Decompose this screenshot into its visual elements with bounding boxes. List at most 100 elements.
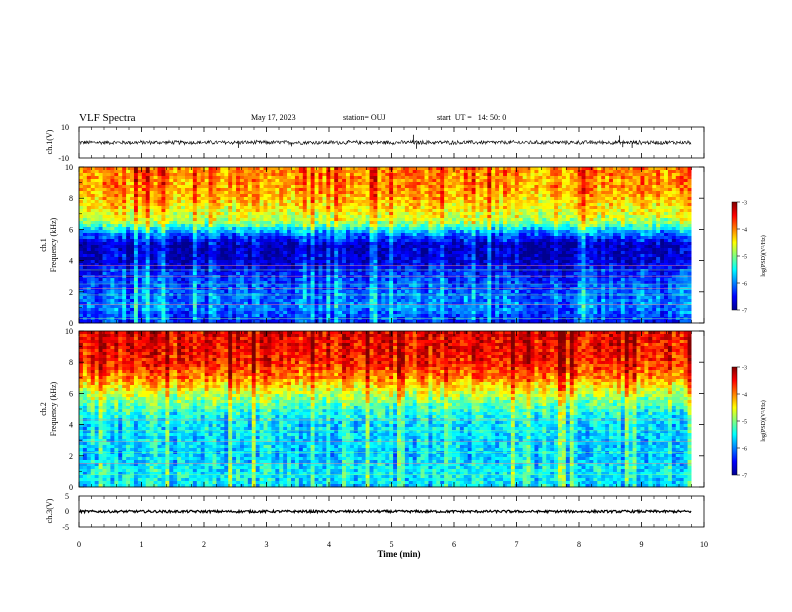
ch1-spec-cell	[652, 191, 657, 195]
ch1-spec-cell	[133, 221, 139, 225]
ch1-spec-cell	[404, 203, 410, 207]
ch1-spec-cell	[298, 209, 304, 213]
ch1-spec-cell	[534, 170, 539, 174]
ch1-spec-cell	[448, 185, 453, 189]
ch1-spec-cell	[565, 194, 571, 198]
ch1-spec-cell	[432, 179, 437, 183]
ch1-spec-cell	[385, 203, 390, 207]
ch1-spec-cell	[173, 182, 178, 186]
ch1-spec-cell	[326, 191, 331, 195]
ch1-spec-cell	[648, 170, 653, 174]
ch1-spec-cell	[565, 212, 571, 216]
ch1-spec-cell	[479, 176, 484, 180]
ch1-spec-cell	[459, 200, 465, 204]
ch1-spec-cell	[106, 239, 111, 243]
ch1-spec-cell	[220, 215, 225, 219]
ch1-spec-cell	[122, 233, 127, 237]
ch1-spec-cell	[471, 203, 476, 207]
ch1-spec-cell	[683, 251, 688, 255]
ch1-spec-cell	[558, 239, 563, 243]
ch1-spec-cell	[656, 188, 661, 192]
ch1-spec-cell	[412, 191, 417, 195]
ch1-spec-cell	[361, 206, 366, 210]
ch1-spec-cell	[302, 179, 308, 183]
ch1-spec-cell	[338, 215, 343, 219]
ch1-spec-cell	[255, 224, 260, 228]
ch1-spec-cell	[334, 209, 339, 213]
ch1-spec-cell	[141, 224, 147, 228]
ch1-spec-cell	[349, 182, 355, 186]
ch1-spec-cell	[424, 176, 429, 180]
ch1-spec-cell	[302, 224, 308, 228]
ch1-spec-cell	[314, 224, 319, 228]
ch1-spec-cell	[424, 227, 429, 231]
ch1-spec-cell	[181, 197, 186, 201]
ch1-spec-cell	[597, 179, 602, 183]
ch1-spec-cell	[251, 179, 256, 183]
ch1-spec-cell	[640, 209, 645, 213]
ch1-spec-cell	[177, 221, 182, 225]
ch1-spec-cell	[514, 218, 520, 222]
ch1-spec-cell	[365, 254, 370, 258]
ch1-spec-cell	[196, 221, 202, 225]
ch1-spec-cell	[408, 197, 414, 201]
ch1-spec-cell	[487, 254, 492, 258]
ch1-spec-cell	[145, 203, 150, 207]
ch1-spec-cell	[224, 242, 229, 246]
ch1-spec-cell	[271, 167, 276, 171]
ch1-spec-cell	[589, 248, 594, 252]
ch1-spec-cell	[137, 194, 143, 198]
ch1-spec-cell	[687, 242, 692, 246]
ch1-spec-cell	[98, 233, 103, 237]
ch1-spec-cell	[224, 251, 229, 255]
ch1-spec-cell	[267, 224, 272, 228]
ch1-spec-cell	[345, 167, 351, 171]
ch1-spec-cell	[165, 212, 170, 216]
ch1-spec-cell	[589, 224, 594, 228]
ch1-spec-cell	[161, 194, 166, 198]
ch1-spec-cell	[157, 173, 162, 177]
ch1-spec-cell	[459, 215, 465, 219]
ch1-spec-cell	[302, 209, 308, 213]
ch1-spec-cell	[558, 257, 563, 261]
ch1-spec-cell	[628, 260, 633, 264]
ch1-spec-cell	[196, 167, 202, 171]
ch1-spec-cell	[369, 230, 374, 234]
ch1-spec-cell	[345, 203, 351, 207]
ch1-spec-cell	[585, 221, 590, 225]
ch1-spec-cell	[216, 188, 221, 192]
ch1-spec-cell	[546, 173, 551, 177]
ch1-spec-cell	[236, 248, 241, 252]
ch1-spec-cell	[82, 224, 88, 228]
ch1-spec-cell	[310, 233, 315, 237]
ch1-spec-cell	[110, 191, 115, 195]
ch1-spec-cell	[283, 248, 288, 252]
ch1-spec-cell	[593, 233, 598, 237]
ch1-spec-cell	[671, 182, 677, 186]
ch1-spec-cell	[467, 194, 472, 198]
ch1-spec-cell	[518, 209, 523, 213]
ch1-spec-cell	[499, 191, 504, 195]
ch1-spec-cell	[506, 230, 512, 234]
ch1-spec-cell	[452, 215, 457, 219]
ch1-spec-cell	[122, 197, 127, 201]
ch1-spec-cell	[361, 188, 366, 192]
ch1-spec-cell	[318, 182, 323, 186]
ch1-spec-cell	[534, 200, 539, 204]
ch1-spec-cell	[220, 179, 225, 183]
ch1-spec-cell	[514, 191, 520, 195]
ch1-spec-cell	[648, 224, 653, 228]
ch1-spec-cell	[444, 227, 449, 231]
ch1-spec-cell	[393, 194, 398, 198]
ch1-spec-cell	[130, 230, 135, 234]
ch1-spec-cell	[318, 224, 323, 228]
ch1-spec-cell	[204, 197, 209, 201]
ch1-spec-cell	[161, 179, 166, 183]
ch1-spec-cell	[522, 191, 527, 195]
ch1-spec-cell	[432, 191, 437, 195]
ch1-spec-cell	[628, 230, 633, 234]
ch1-spec-cell	[660, 182, 665, 186]
ch1-spec-cell	[569, 182, 575, 186]
ch1-spec-cell	[538, 218, 543, 222]
ch1-spec-cell	[106, 221, 111, 225]
